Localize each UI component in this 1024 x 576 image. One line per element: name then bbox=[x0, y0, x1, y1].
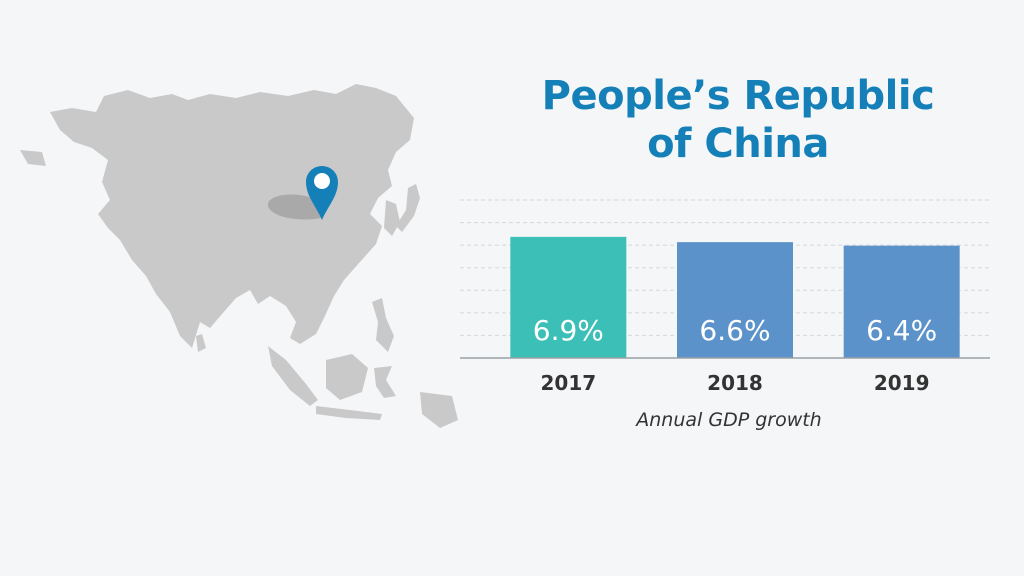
pin-shadow bbox=[267, 194, 322, 220]
sulawesi-shape bbox=[374, 366, 396, 398]
map-pin-icon bbox=[306, 166, 338, 220]
x-tick-label: 2019 bbox=[874, 371, 930, 395]
java-shape bbox=[316, 406, 382, 420]
x-tick-label: 2018 bbox=[707, 371, 763, 395]
japan-shape bbox=[396, 184, 420, 232]
philippines-shape bbox=[372, 298, 394, 352]
island-shape-1 bbox=[196, 334, 206, 352]
bar-2019 bbox=[843, 245, 960, 358]
korea-shape bbox=[384, 200, 400, 236]
borneo-shape bbox=[326, 354, 368, 400]
title-line-2: of China bbox=[647, 121, 829, 167]
chart-labels: 6.9% 2017 6.6% 2018 6.4% 2019 bbox=[533, 314, 937, 395]
title-line-1: People’s Republic bbox=[541, 73, 935, 119]
bar-value-label: 6.6% bbox=[699, 314, 770, 347]
sumatra-shape bbox=[268, 346, 318, 406]
bar-value-label: 6.4% bbox=[866, 314, 937, 347]
island-shape-2 bbox=[20, 150, 46, 166]
bar-2018 bbox=[677, 242, 793, 358]
x-axis-title: Annual GDP growth bbox=[634, 409, 821, 431]
chart-bars bbox=[510, 236, 960, 358]
asia-mainland-shape bbox=[50, 84, 414, 348]
chart-title: People’s Republic of China bbox=[458, 72, 1018, 168]
asia-map bbox=[20, 84, 458, 428]
new-guinea-shape bbox=[420, 392, 458, 428]
bar-value-label: 6.9% bbox=[533, 314, 604, 347]
bar-2017 bbox=[510, 236, 627, 358]
x-tick-label: 2017 bbox=[540, 371, 596, 395]
